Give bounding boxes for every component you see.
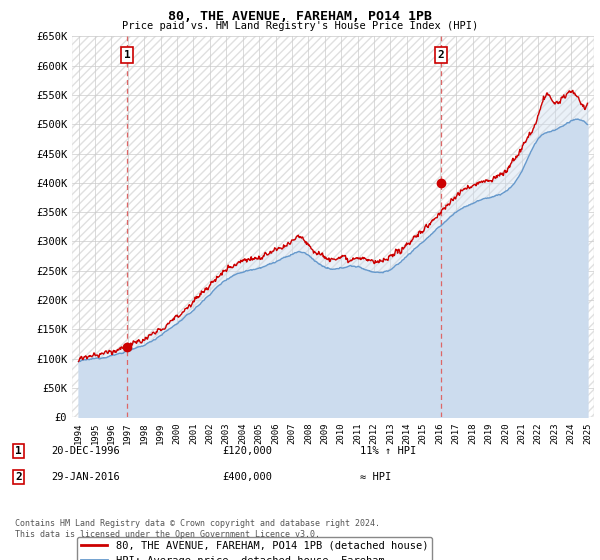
Text: Contains HM Land Registry data © Crown copyright and database right 2024.
This d: Contains HM Land Registry data © Crown c… [15,520,380,539]
Text: ≈ HPI: ≈ HPI [360,472,391,482]
Text: 11% ↑ HPI: 11% ↑ HPI [360,446,416,456]
Text: 29-JAN-2016: 29-JAN-2016 [51,472,120,482]
Text: 2: 2 [15,472,22,482]
Text: £400,000: £400,000 [222,472,272,482]
Text: £120,000: £120,000 [222,446,272,456]
Text: 20-DEC-1996: 20-DEC-1996 [51,446,120,456]
Text: 80, THE AVENUE, FAREHAM, PO14 1PB: 80, THE AVENUE, FAREHAM, PO14 1PB [168,10,432,23]
Text: 2: 2 [437,50,445,60]
Text: 1: 1 [124,50,131,60]
Legend: 80, THE AVENUE, FAREHAM, PO14 1PB (detached house), HPI: Average price, detached: 80, THE AVENUE, FAREHAM, PO14 1PB (detac… [77,536,433,560]
Text: Price paid vs. HM Land Registry's House Price Index (HPI): Price paid vs. HM Land Registry's House … [122,21,478,31]
Text: 1: 1 [15,446,22,456]
